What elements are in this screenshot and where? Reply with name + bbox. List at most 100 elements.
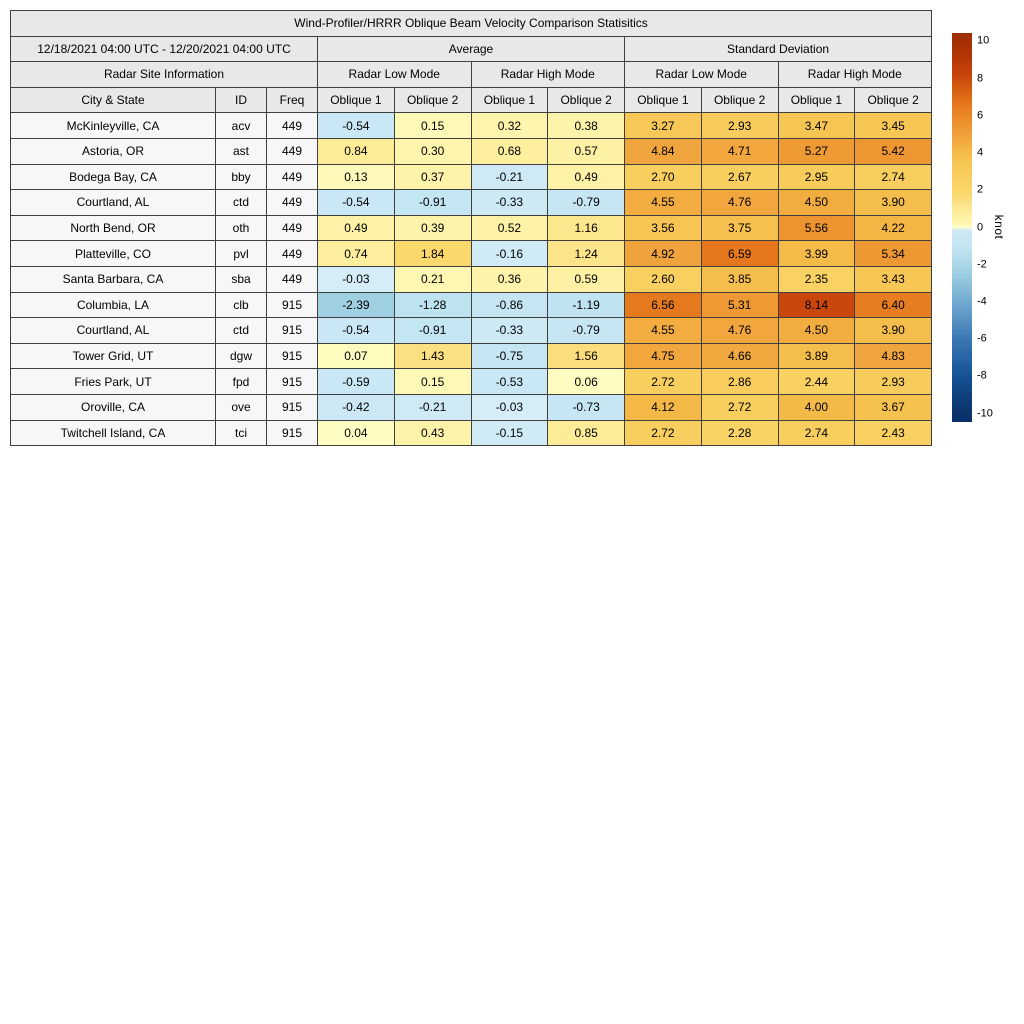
value-cell: 0.39 — [393, 214, 472, 242]
value-cell: 2.67 — [700, 163, 779, 191]
value-cell: 0.38 — [547, 112, 625, 139]
value-cell: -0.73 — [547, 393, 625, 421]
value-cell: -1.19 — [547, 291, 625, 319]
value-cell: 1.56 — [547, 342, 625, 370]
value-cell: 0.13 — [317, 163, 395, 191]
value-cell: 3.56 — [624, 214, 702, 242]
colorbar-tick-label: -6 — [977, 332, 987, 345]
site-id-cell: clb — [215, 291, 267, 319]
value-cell: 3.90 — [854, 317, 933, 344]
value-cell: 2.70 — [624, 163, 702, 191]
colorbar-tick-label: 8 — [977, 72, 984, 85]
colorbar-tick-label: 4 — [977, 146, 984, 159]
value-cell: 3.89 — [777, 342, 856, 370]
table-row: North Bend, OR oth 449 0.49 0.39 0.52 1.16 3.56… — [10, 214, 933, 242]
table-row: Wind-Profiler/HRRR Oblique Beam Velocity… — [9, 10, 933, 37]
value-cell: 0.85 — [547, 419, 625, 447]
city-cell: Courtland, AL — [10, 189, 216, 216]
value-cell: 3.99 — [777, 240, 856, 267]
site-id-cell: oth — [215, 214, 267, 242]
city-cell: Santa Barbara, CA — [10, 265, 216, 293]
value-cell: 0.74 — [317, 240, 395, 267]
value-cell: -0.21 — [393, 393, 472, 421]
site-id-cell: sba — [215, 265, 267, 293]
value-cell: -0.42 — [317, 393, 395, 421]
table-row: Platteville, CO pvl 449 0.74 1.84 -0.16 1.24 4.… — [10, 240, 933, 267]
city-cell: Tower Grid, UT — [10, 342, 216, 370]
city-cell: Astoria, OR — [10, 137, 216, 165]
value-cell: 2.44 — [777, 368, 856, 395]
freq-cell: 915 — [266, 317, 318, 344]
value-cell: 3.45 — [854, 112, 933, 139]
value-cell: 2.74 — [777, 419, 856, 447]
table-row: Astoria, OR ast 449 0.84 0.30 0.68 0.57 4.84 4.7… — [10, 137, 933, 165]
freq-cell: 915 — [266, 419, 318, 447]
table-row: Tower Grid, UT dgw 915 0.07 1.43 -0.75 1.56 4.7… — [10, 342, 933, 370]
value-cell: 2.72 — [624, 419, 702, 447]
value-cell: 2.72 — [700, 393, 779, 421]
mode-header-cell: Radar High Mode — [777, 61, 933, 88]
value-cell: 3.90 — [854, 189, 933, 216]
value-cell: 2.95 — [777, 163, 856, 191]
city-cell: North Bend, OR — [10, 214, 216, 242]
value-cell: 2.86 — [700, 368, 779, 395]
value-cell: 4.50 — [777, 317, 856, 344]
freq-cell: 449 — [266, 189, 318, 216]
section-header-cell: Average — [317, 35, 625, 63]
value-cell: -0.79 — [547, 189, 625, 216]
column-header-cell: ID — [215, 86, 267, 114]
column-header-cell: Oblique 1 — [624, 86, 702, 114]
value-cell: 4.22 — [854, 214, 933, 242]
value-cell: 0.06 — [547, 368, 625, 395]
value-cell: 0.84 — [317, 137, 395, 165]
value-cell: 4.75 — [624, 342, 702, 370]
value-cell: 2.28 — [700, 419, 779, 447]
city-cell: Courtland, AL — [10, 317, 216, 344]
value-cell: 0.57 — [547, 137, 625, 165]
table-row: Oroville, CA ove 915 -0.42 -0.21 -0.03 -0.73 4.… — [10, 393, 933, 421]
colorbar-tick-label: -10 — [977, 407, 993, 420]
freq-cell: 915 — [266, 368, 318, 395]
table-row: City & State ID Freq Oblique 1 Oblique 2 Obli… — [10, 86, 933, 114]
value-cell: 0.49 — [547, 163, 625, 191]
value-cell: 1.84 — [393, 240, 472, 267]
column-header-cell: Oblique 1 — [777, 86, 856, 114]
site-id-cell: ast — [215, 137, 267, 165]
value-cell: 5.27 — [777, 137, 856, 165]
value-cell: 1.43 — [393, 342, 472, 370]
value-cell: 3.75 — [700, 214, 779, 242]
value-cell: -0.54 — [317, 112, 395, 139]
column-header-cell: Oblique 2 — [393, 86, 472, 114]
colorbar-tick-label: -8 — [977, 369, 987, 382]
table-row: Bodega Bay, CA bby 449 0.13 0.37 -0.21 0.49 2.7… — [10, 163, 933, 191]
value-cell: 4.66 — [700, 342, 779, 370]
table-row: Radar Site Information Radar Low Mode Rada… — [10, 61, 933, 88]
value-cell: 0.59 — [547, 265, 625, 293]
value-cell: 0.68 — [470, 137, 549, 165]
mode-header-cell: Radar Site Information — [10, 61, 318, 88]
site-id-cell: ove — [215, 393, 267, 421]
table-row: 12/18/2021 04:00 UTC - 12/20/2021 04:00 … — [10, 35, 933, 63]
value-cell: -0.15 — [470, 419, 549, 447]
value-cell: -0.54 — [317, 317, 395, 344]
value-cell: 4.55 — [624, 189, 702, 216]
value-cell: 0.52 — [470, 214, 549, 242]
value-cell: 3.43 — [854, 265, 933, 293]
site-id-cell: dgw — [215, 342, 267, 370]
value-cell: 0.15 — [393, 368, 472, 395]
value-cell: -0.91 — [393, 189, 472, 216]
value-cell: 4.92 — [624, 240, 702, 267]
colorbar-tick-label: 10 — [977, 34, 990, 47]
value-cell: 0.36 — [470, 265, 549, 293]
site-id-cell: ctd — [215, 317, 267, 344]
value-cell: -0.59 — [317, 368, 395, 395]
value-cell: -0.86 — [470, 291, 549, 319]
freq-cell: 449 — [266, 265, 318, 293]
column-header-cell: City & State — [10, 86, 216, 114]
city-cell: Twitchell Island, CA — [10, 419, 216, 447]
value-cell: 6.59 — [700, 240, 779, 267]
value-cell: 2.74 — [854, 163, 933, 191]
column-header-cell: Oblique 2 — [854, 86, 933, 114]
site-id-cell: pvl — [215, 240, 267, 267]
value-cell: 4.50 — [777, 189, 856, 216]
